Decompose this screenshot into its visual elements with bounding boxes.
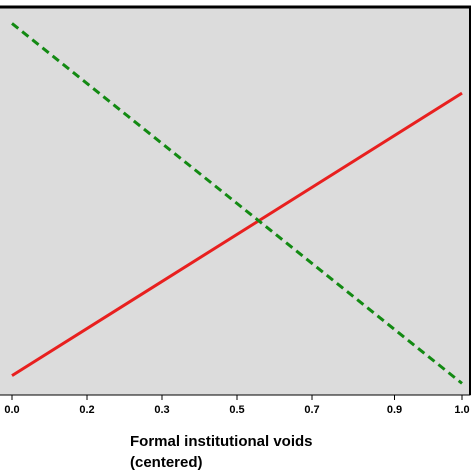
plot-area: [0, 7, 471, 396]
x-axis-label: Formal institutional voids: [130, 433, 313, 450]
x-tick-label: 0.9: [387, 404, 402, 416]
line: [11, 22, 463, 385]
x-tick-label: 0.5: [229, 404, 244, 416]
x-tick-label: 0.0: [4, 404, 19, 416]
x-axis-label: (centered): [130, 454, 203, 471]
x-tick-label: 0.2: [79, 404, 94, 416]
x-tick-label: 0.3: [154, 404, 169, 416]
line: [11, 91, 463, 377]
x-tick-label: 1.0: [454, 404, 469, 416]
x-tick-label: 0.7: [304, 404, 319, 416]
